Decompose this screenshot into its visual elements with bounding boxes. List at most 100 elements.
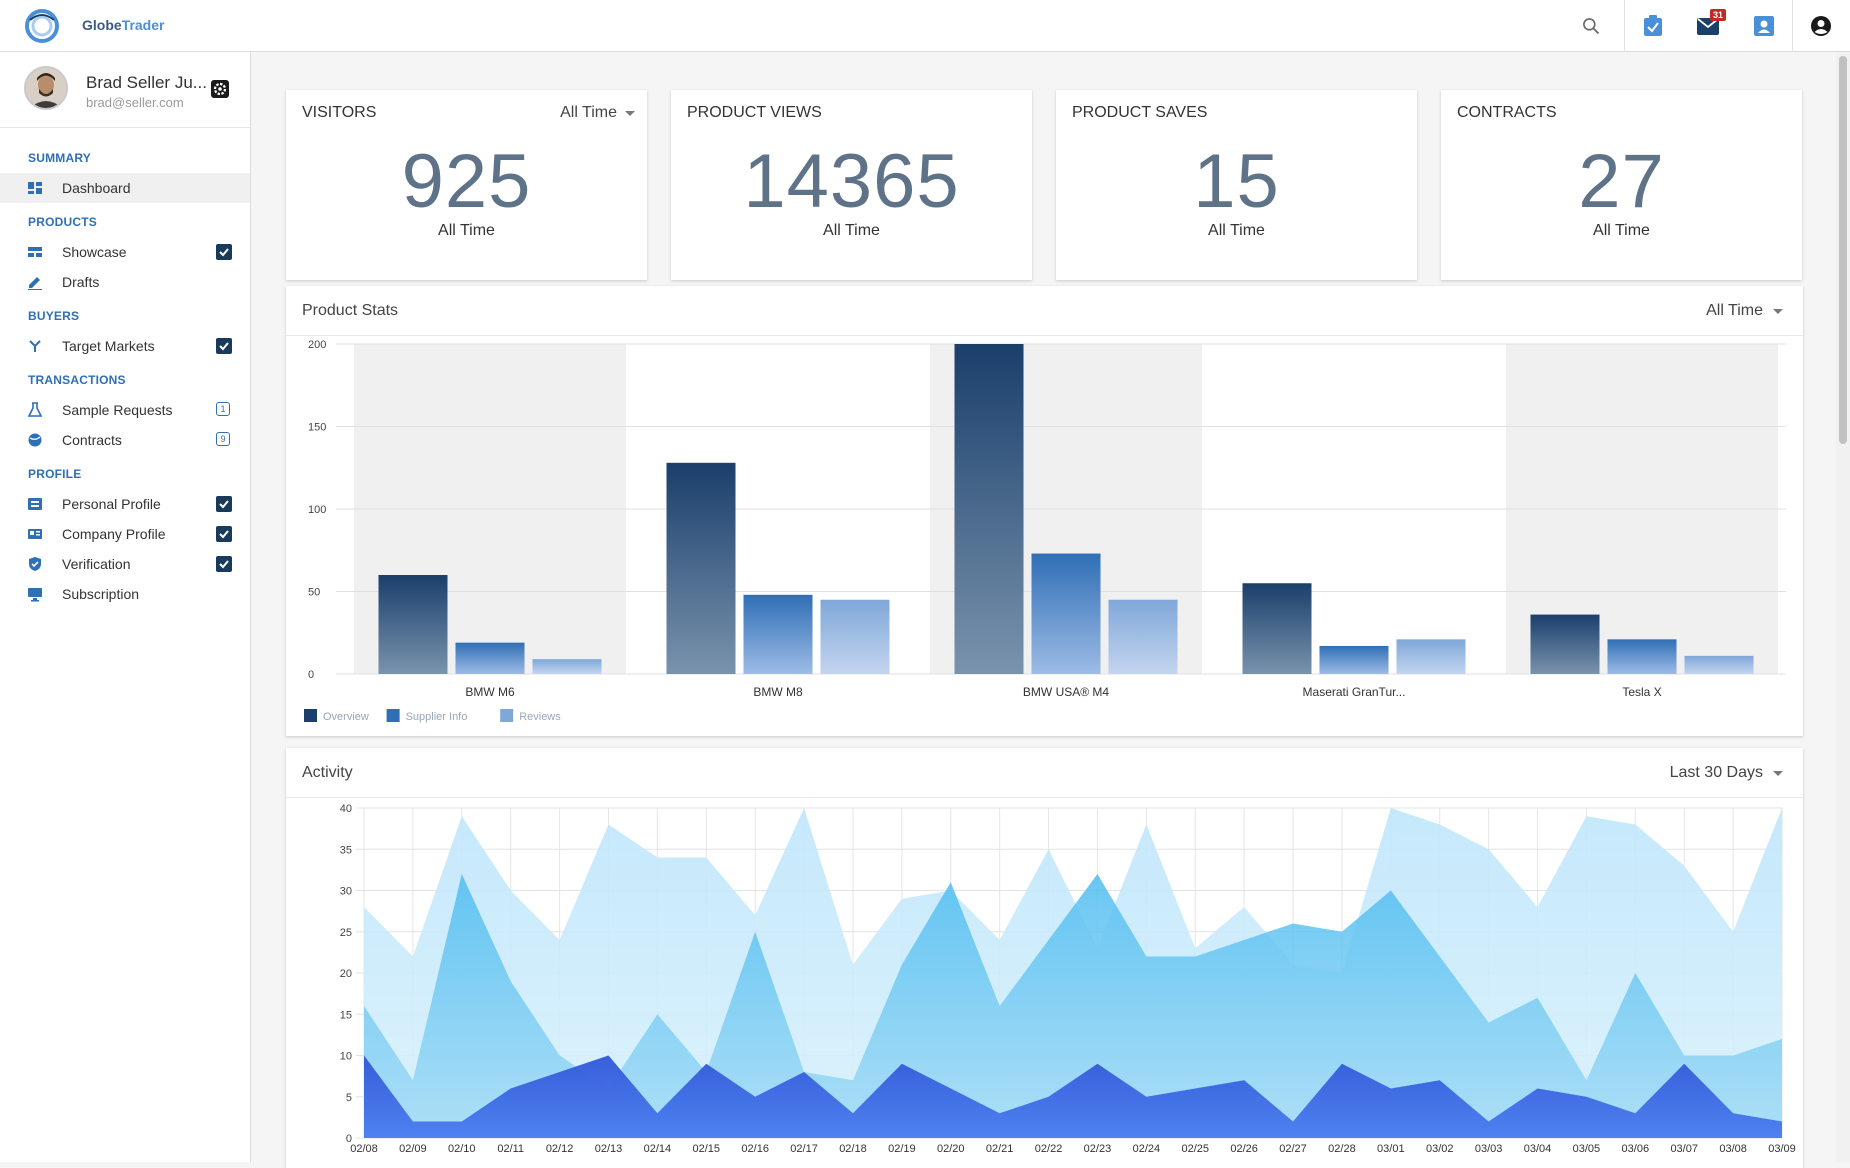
x-tick-label: 02/25 [1181, 1143, 1209, 1155]
sidebar-item-label: Sample Requests [62, 402, 173, 418]
visitors-period-dropdown[interactable]: All Time [560, 104, 635, 122]
legend-swatch [304, 709, 317, 722]
sidebar-item-label: Target Markets [62, 338, 155, 354]
top-bar: GlobeTrader 31 [0, 0, 1850, 52]
monitor-icon [28, 588, 42, 602]
sidebar-item-label: Dashboard [62, 180, 131, 196]
x-tick-label: 03/04 [1524, 1143, 1552, 1155]
y-tick-label: 20 [340, 968, 352, 980]
x-tick-label: 02/23 [1084, 1143, 1112, 1155]
area-series-3 [364, 1055, 1782, 1138]
bar-reviews [532, 659, 602, 674]
legend-swatch [386, 709, 400, 722]
x-tick-label: 02/24 [1133, 1143, 1161, 1155]
sidebar-item-label: Drafts [62, 274, 100, 290]
dropdown-value: Last 30 Days [1669, 764, 1763, 781]
personal-profile-complete-check-icon [216, 496, 232, 512]
sidebar-item-label: Verification [62, 556, 131, 572]
search-button[interactable] [1563, 0, 1619, 52]
x-tick-label: 03/08 [1719, 1143, 1747, 1155]
clipboard-check-icon [1643, 15, 1662, 36]
x-tick-label: 02/13 [595, 1143, 623, 1155]
dashboard-icon [28, 182, 42, 194]
app-logo-text[interactable]: GlobeTrader [82, 17, 164, 33]
pencil-icon [28, 277, 42, 290]
x-tick-label: 02/12 [546, 1143, 574, 1155]
sidebar-item-sample-requests[interactable]: Sample Requests 1 [0, 395, 250, 425]
sidebar-item-verification[interactable]: Verification [0, 549, 250, 579]
contracts-count-badge: 9 [216, 432, 230, 446]
x-tick-label: BMW M8 [753, 685, 803, 699]
x-tick-label: 03/07 [1670, 1143, 1698, 1155]
sidebar-item-target-markets[interactable]: Target Markets [0, 331, 250, 361]
legend-label: Overview [323, 711, 369, 723]
user-avatar-icon [26, 68, 66, 108]
y-tick-label: 50 [308, 587, 320, 599]
stat-value: 14365 [743, 139, 960, 224]
bar-supplier-info [455, 642, 525, 674]
chevron-down-icon [1773, 308, 1783, 314]
x-tick-label: 03/05 [1573, 1143, 1601, 1155]
stat-title: VISITORS [302, 104, 377, 121]
messages-button[interactable]: 31 [1680, 0, 1736, 52]
id-badge-icon [28, 498, 42, 510]
x-tick-label: 02/15 [693, 1143, 721, 1155]
sidebar-item-subscription[interactable]: Subscription [0, 579, 250, 609]
sidebar-item-dashboard[interactable]: Dashboard [0, 173, 250, 203]
y-tick-label: 15 [340, 1009, 352, 1021]
bar-overview [378, 575, 448, 674]
bar-reviews [1108, 599, 1178, 674]
globe-logo-icon[interactable] [24, 8, 60, 44]
app-name-part2: Trader [121, 17, 165, 33]
sidebar-item-label: Company Profile [62, 526, 166, 542]
sidebar-item-contracts[interactable]: Contracts 9 [0, 425, 250, 455]
x-tick-label: Maserati GranTur... [1303, 685, 1406, 699]
settings-gear-icon[interactable] [210, 79, 230, 99]
showcase-icon [28, 247, 42, 257]
sidebar-item-showcase[interactable]: Showcase [0, 237, 250, 267]
bar-reviews [1684, 655, 1754, 674]
contacts-button[interactable] [1736, 0, 1792, 52]
target-markets-complete-check-icon [216, 338, 232, 354]
activity-period-dropdown[interactable]: Last 30 Days [1670, 764, 1783, 782]
y-tick-label: 150 [308, 422, 326, 434]
stat-card-contracts: CONTRACTS 27 All Time [1441, 90, 1802, 280]
sidebar-item-label: Contracts [62, 432, 122, 448]
scrollbar-thumb[interactable] [1839, 56, 1847, 444]
stat-period: All Time [1593, 222, 1650, 239]
section-profile: PROFILE [28, 467, 82, 481]
stat-value: 27 [1578, 139, 1665, 224]
contracts-count-wrap: 9 [216, 432, 232, 448]
product-stats-period-dropdown[interactable]: All Time [1706, 302, 1783, 320]
tasks-button[interactable] [1624, 0, 1680, 52]
x-tick-label: 02/19 [888, 1143, 916, 1155]
account-button[interactable] [1792, 0, 1848, 52]
product-stats-panel: Product Stats All Time 0 50 100 150 200 BMW M… [286, 286, 1803, 736]
dropdown-value: All Time [560, 104, 617, 121]
page-scrollbar[interactable] [1836, 52, 1850, 1162]
sidebar-item-drafts[interactable]: Drafts [0, 267, 250, 297]
x-tick-label: 02/11 [497, 1143, 524, 1155]
stat-card-product-saves: PRODUCT SAVES 15 All Time [1056, 90, 1417, 280]
stat-card-visitors: VISITORS All Time 925 All Time [286, 90, 647, 280]
avatar[interactable] [24, 66, 68, 110]
bar-overview [666, 462, 736, 674]
panel-title: Product Stats [302, 302, 399, 319]
y-tick-label: 200 [308, 339, 326, 351]
x-tick-label: 03/06 [1622, 1143, 1650, 1155]
legend-label: Reviews [519, 711, 561, 723]
bar-overview [1242, 583, 1312, 674]
sidebar-item-personal-profile[interactable]: Personal Profile [0, 489, 250, 519]
y-tick-label: 100 [308, 504, 326, 516]
account-circle-icon [1810, 16, 1831, 36]
bar-overview [954, 344, 1024, 674]
sidebar-item-company-profile[interactable]: Company Profile [0, 519, 250, 549]
product-stats-header: Product Stats All Time [286, 286, 1803, 336]
chevron-down-icon [625, 110, 635, 116]
bar-reviews [820, 599, 890, 674]
x-tick-label: 02/27 [1279, 1143, 1307, 1155]
search-icon [1583, 18, 1600, 35]
merge-arrows-icon [29, 340, 41, 352]
x-tick-label: 02/18 [839, 1143, 867, 1155]
x-tick-label: BMW M6 [465, 685, 515, 699]
